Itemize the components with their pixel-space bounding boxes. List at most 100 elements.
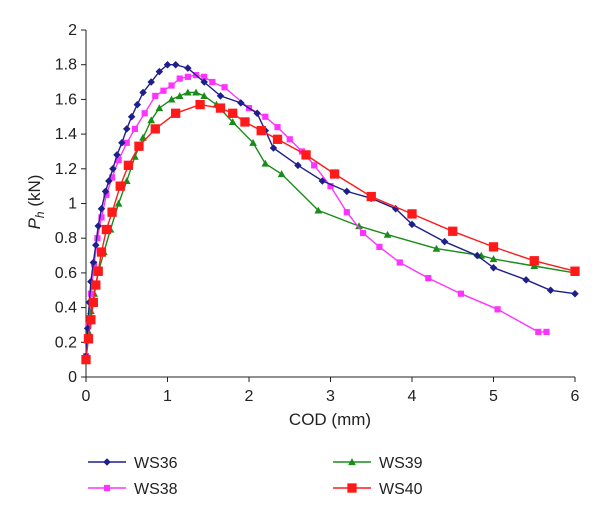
data-point-ws40 — [93, 266, 103, 276]
data-point-ws38 — [311, 162, 318, 169]
axes: 0 0.2 0.4 0.6 0.8 1 1.2 1.4 1.6 1.8 2 0 1 2 3 4 5 6 — [55, 22, 580, 405]
data-point-ws39 — [530, 262, 539, 270]
data-point-ws36 — [101, 187, 110, 196]
data-point-ws38 — [176, 75, 183, 82]
data-point-ws38 — [131, 125, 138, 132]
y-axis-label-sub: h — [33, 211, 47, 218]
data-point-ws38 — [457, 290, 464, 297]
data-point-ws40 — [488, 242, 499, 252]
legend: WS36 WS38 WS39 WS40 — [88, 455, 423, 498]
data-point-ws38 — [286, 136, 293, 143]
legend-item-ws40: WS40 — [333, 481, 423, 498]
data-point-ws36 — [546, 286, 555, 294]
data-point-ws36 — [294, 161, 302, 170]
data-point-ws38 — [108, 174, 116, 181]
data-point-ws36 — [237, 99, 245, 107]
data-point-ws36 — [94, 222, 102, 230]
data-point-ws36 — [113, 151, 121, 159]
data-point-ws38 — [262, 113, 269, 120]
data-point-ws40 — [83, 334, 94, 344]
data-point-ws39 — [249, 138, 257, 146]
data-point-ws38 — [396, 259, 403, 266]
data-point-ws36 — [89, 258, 98, 267]
y-tick-label: 1.8 — [55, 57, 77, 74]
data-point-ws36 — [318, 177, 327, 185]
data-point-ws39 — [184, 88, 192, 96]
y-axis-label: Ph (kN) — [25, 175, 47, 230]
data-point-ws40 — [96, 247, 107, 257]
data-point-ws40 — [228, 108, 238, 118]
data-point-ws39 — [147, 116, 156, 124]
data-point-ws40 — [272, 134, 283, 144]
data-point-ws38 — [425, 275, 432, 282]
data-point-ws40 — [256, 125, 266, 136]
data-point-ws36 — [118, 139, 126, 147]
x-tick-label: 2 — [245, 388, 254, 405]
y-tick-label: 0.8 — [55, 230, 77, 247]
series-line-ws40 — [85, 103, 576, 360]
data-point-ws39 — [261, 159, 270, 167]
data-point-ws39 — [383, 230, 392, 238]
data-point-ws36 — [155, 67, 164, 76]
data-point-ws36 — [171, 60, 180, 69]
data-point-ws39 — [432, 244, 441, 252]
data-point-ws39 — [228, 118, 237, 126]
data-point-ws36 — [105, 177, 113, 185]
legend-item-ws39: WS39 — [333, 455, 423, 472]
y-tick-label: 0.2 — [55, 334, 77, 351]
data-point-ws40 — [570, 266, 580, 276]
data-point-ws36 — [253, 109, 261, 118]
data-point-ws40 — [329, 169, 340, 179]
data-point-ws36 — [123, 125, 131, 133]
y-tick-label: 1.4 — [55, 126, 77, 143]
data-point-ws38 — [184, 73, 191, 80]
y-axis-label-main: P — [25, 217, 44, 229]
data-point-ws40 — [407, 209, 417, 219]
x-tick-label: 4 — [408, 388, 417, 405]
data-point-ws38 — [103, 191, 110, 198]
legend-marker-ws40 — [347, 483, 357, 493]
data-point-ws38 — [376, 243, 383, 250]
series-ws38 — [82, 72, 550, 360]
legend-label-ws39: WS39 — [379, 455, 423, 472]
data-point-ws36 — [408, 220, 416, 229]
data-point-ws38 — [160, 87, 167, 94]
data-point-ws36 — [92, 241, 100, 249]
data-point-ws36 — [343, 187, 351, 196]
data-point-ws36 — [97, 204, 106, 213]
x-tick-label: 5 — [489, 388, 498, 405]
data-point-ws40 — [134, 141, 144, 151]
data-point-ws36 — [571, 289, 579, 298]
data-point-ws36 — [139, 88, 147, 97]
data-point-ws38 — [209, 78, 216, 86]
data-point-ws40 — [529, 256, 539, 266]
data-point-ws40 — [215, 103, 226, 113]
data-point-ws38 — [87, 290, 94, 297]
data-point-ws36 — [163, 60, 172, 69]
data-point-ws40 — [101, 224, 112, 235]
y-tick-label: 0.6 — [55, 265, 77, 282]
series-line-ws38 — [85, 74, 547, 357]
data-point-ws39 — [167, 95, 176, 103]
series-line-ws36 — [85, 64, 576, 357]
data-point-ws39 — [155, 104, 164, 112]
data-point-ws39 — [192, 88, 200, 96]
data-point-ws36 — [473, 251, 481, 260]
data-point-ws38 — [221, 84, 228, 91]
y-tick-label: 0.4 — [55, 300, 77, 317]
data-point-ws36 — [184, 64, 192, 72]
data-point-ws40 — [150, 124, 160, 134]
data-point-ws38 — [152, 92, 159, 100]
data-point-ws39 — [175, 92, 184, 100]
data-point-ws40 — [107, 207, 117, 217]
y-tick-label: 1.2 — [55, 161, 77, 178]
data-point-ws38 — [115, 157, 122, 164]
data-point-ws40 — [91, 280, 101, 290]
data-point-ws39 — [314, 206, 323, 214]
data-point-ws39 — [355, 222, 363, 230]
data-point-ws38 — [141, 110, 148, 117]
data-point-ws39 — [200, 92, 209, 100]
data-point-ws36 — [200, 78, 208, 86]
data-point-ws40 — [86, 315, 96, 325]
data-point-ws36 — [133, 100, 142, 109]
